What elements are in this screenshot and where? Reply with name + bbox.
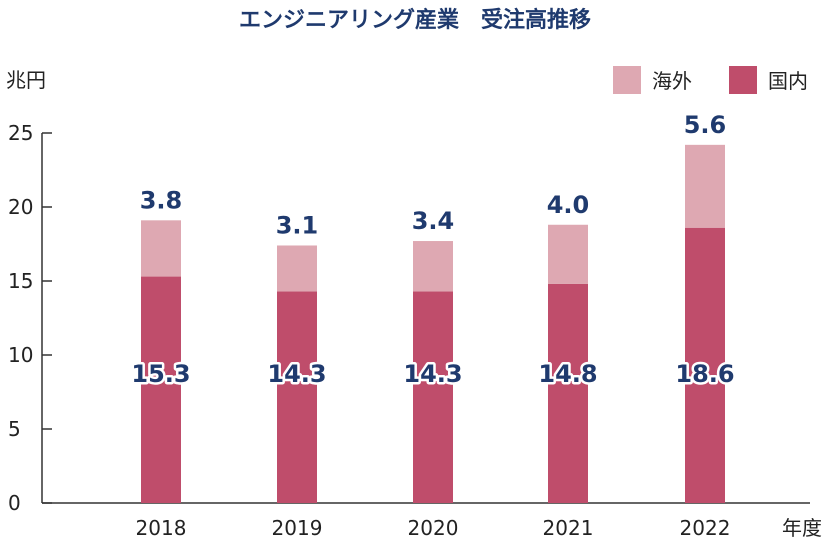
data-label-overseas-2019: 3.1: [276, 211, 319, 239]
data-label-domestic-2019: 14.3: [267, 360, 326, 388]
data-labels: 3.8 15.3 3.1 14.3 3.4 14.3 4.0 14.8 5.6 18.6: [129, 111, 737, 391]
legend-label-domestic: 国内: [768, 69, 808, 93]
x-axis-unit-label: 年度: [782, 516, 822, 540]
legend: 海外 国内: [613, 66, 808, 94]
bar-overseas-2019: [277, 245, 317, 292]
y-tick-label: 15: [8, 269, 33, 293]
x-tick-label: 2021: [543, 516, 594, 540]
data-label-domestic-2018: 15.3: [131, 360, 190, 388]
legend-swatch-overseas: [613, 66, 641, 94]
legend-label-overseas: 海外: [652, 69, 692, 93]
y-tick-label: 20: [8, 195, 33, 219]
x-tick-label: 2020: [408, 516, 459, 540]
data-label-domestic-2020: 14.3: [403, 360, 462, 388]
bar-overseas-2021: [548, 224, 588, 284]
chart-title: エンジニアリング産業 受注高推移: [239, 7, 591, 33]
y-tick-label: 10: [8, 343, 33, 367]
bar-domestic-2018: [141, 276, 181, 503]
data-label-domestic-2021: 14.8: [538, 360, 597, 388]
data-label-overseas-2021: 4.0: [547, 191, 590, 219]
bar-overseas-2018: [141, 220, 181, 277]
x-tick-label: 2019: [272, 516, 323, 540]
legend-swatch-domestic: [729, 66, 757, 94]
x-tick-label: 2022: [680, 516, 731, 540]
data-label-overseas-2020: 3.4: [412, 207, 455, 235]
data-label-domestic-2022: 18.6: [675, 360, 734, 388]
y-axis-unit-label: 兆円: [6, 68, 46, 92]
axes: 0 5 10 15 20 25 2018 2019 2020 2021 2022: [8, 121, 810, 540]
y-tick-label: 5: [8, 417, 21, 441]
bar-domestic-2022: [685, 227, 725, 503]
data-label-overseas-2022: 5.6: [684, 111, 727, 139]
bar-overseas-2020: [413, 241, 453, 292]
data-label-overseas-2018: 3.8: [140, 186, 183, 214]
bar-domestic-2020: [413, 291, 453, 503]
x-tick-label: 2018: [136, 516, 187, 540]
bar-domestic-2021: [548, 283, 588, 503]
bar-overseas-2022: [685, 144, 725, 228]
y-tick-label: 25: [8, 121, 33, 145]
bar-domestic-2019: [277, 291, 317, 503]
bars: [141, 144, 725, 503]
y-tick-label: 0: [8, 491, 21, 515]
